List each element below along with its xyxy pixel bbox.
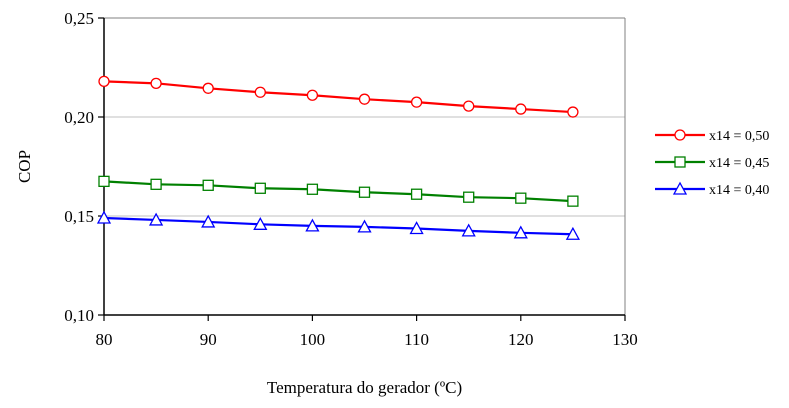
data-point-2-8 xyxy=(513,225,528,239)
data-point-2-7 xyxy=(461,223,476,237)
plot-background xyxy=(104,18,625,315)
data-point-2-0 xyxy=(96,210,112,224)
legend: x14 = 0,50 x14 = 0,45 x14 = 0,40 xyxy=(655,129,769,198)
data-point-0-7 xyxy=(463,100,475,112)
data-point-1-0 xyxy=(98,175,110,188)
x-axis-title: Temperatura do gerador (ºC) xyxy=(267,378,462,397)
series-2 xyxy=(96,210,580,240)
y-tick-label-2: 0,20 xyxy=(64,108,94,127)
x-tick-label-1: 90 xyxy=(200,330,217,349)
data-point-1-2 xyxy=(202,179,214,191)
data-point-0-8 xyxy=(515,103,527,115)
data-point-1-3 xyxy=(254,182,266,194)
legend-marker-2 xyxy=(672,181,688,195)
data-point-0-6 xyxy=(410,96,423,108)
data-point-0-5 xyxy=(358,93,371,105)
data-point-1-5 xyxy=(358,186,371,198)
x-tick-label-0: 80 xyxy=(96,330,113,349)
series-1 xyxy=(98,175,579,207)
legend-item-2: x14 = 0,40 xyxy=(655,181,769,198)
gridlines xyxy=(104,116,625,217)
x-tick-label-5: 130 xyxy=(612,330,638,349)
data-point-0-4 xyxy=(306,89,319,101)
data-point-1-6 xyxy=(410,188,423,200)
series-layer xyxy=(96,75,580,240)
legend-label-2: x14 = 0,40 xyxy=(709,183,769,198)
legend-marker-0 xyxy=(674,129,686,141)
data-point-2-3 xyxy=(253,216,268,230)
data-point-1-8 xyxy=(515,192,527,204)
legend-item-0: x14 = 0,50 xyxy=(655,129,769,144)
y-tick-label-0: 0,10 xyxy=(64,306,94,325)
data-point-2-1 xyxy=(149,212,164,226)
data-point-1-7 xyxy=(463,191,475,203)
x-axis-ticks: 80 90 100 110 120 130 xyxy=(96,315,638,349)
data-point-0-3 xyxy=(254,86,266,98)
legend-item-1: x14 = 0,45 xyxy=(655,156,769,171)
data-point-2-2 xyxy=(201,214,216,228)
data-point-0-1 xyxy=(150,77,162,89)
y-tick-label-3: 0,25 xyxy=(64,9,94,28)
x-tick-label-3: 110 xyxy=(404,330,429,349)
y-tick-label-1: 0,15 xyxy=(64,207,94,226)
series-0 xyxy=(98,75,579,118)
axes xyxy=(103,17,626,316)
data-point-0-2 xyxy=(202,82,214,94)
series-line-0 xyxy=(103,80,573,114)
data-point-0-9 xyxy=(567,106,579,118)
y-axis-ticks: 0,10 0,15 0,20 0,25 xyxy=(64,9,104,325)
data-point-1-4 xyxy=(306,183,319,195)
x-tick-label-4: 120 xyxy=(508,330,534,349)
data-point-2-5 xyxy=(357,219,372,233)
legend-label-0: x14 = 0,50 xyxy=(709,129,769,144)
plot-area xyxy=(104,18,625,315)
series-line-1 xyxy=(103,180,573,203)
data-point-2-9 xyxy=(565,226,580,240)
data-point-0-0 xyxy=(98,75,110,88)
data-point-1-1 xyxy=(150,178,162,190)
legend-label-1: x14 = 0,45 xyxy=(709,156,769,171)
x-tick-label-2: 100 xyxy=(300,330,326,349)
data-point-2-6 xyxy=(409,221,424,235)
legend-marker-1 xyxy=(674,156,686,168)
data-point-1-9 xyxy=(567,195,579,207)
y-axis-title: COP xyxy=(15,150,34,183)
data-point-2-4 xyxy=(305,218,320,232)
series-line-2 xyxy=(103,216,573,236)
